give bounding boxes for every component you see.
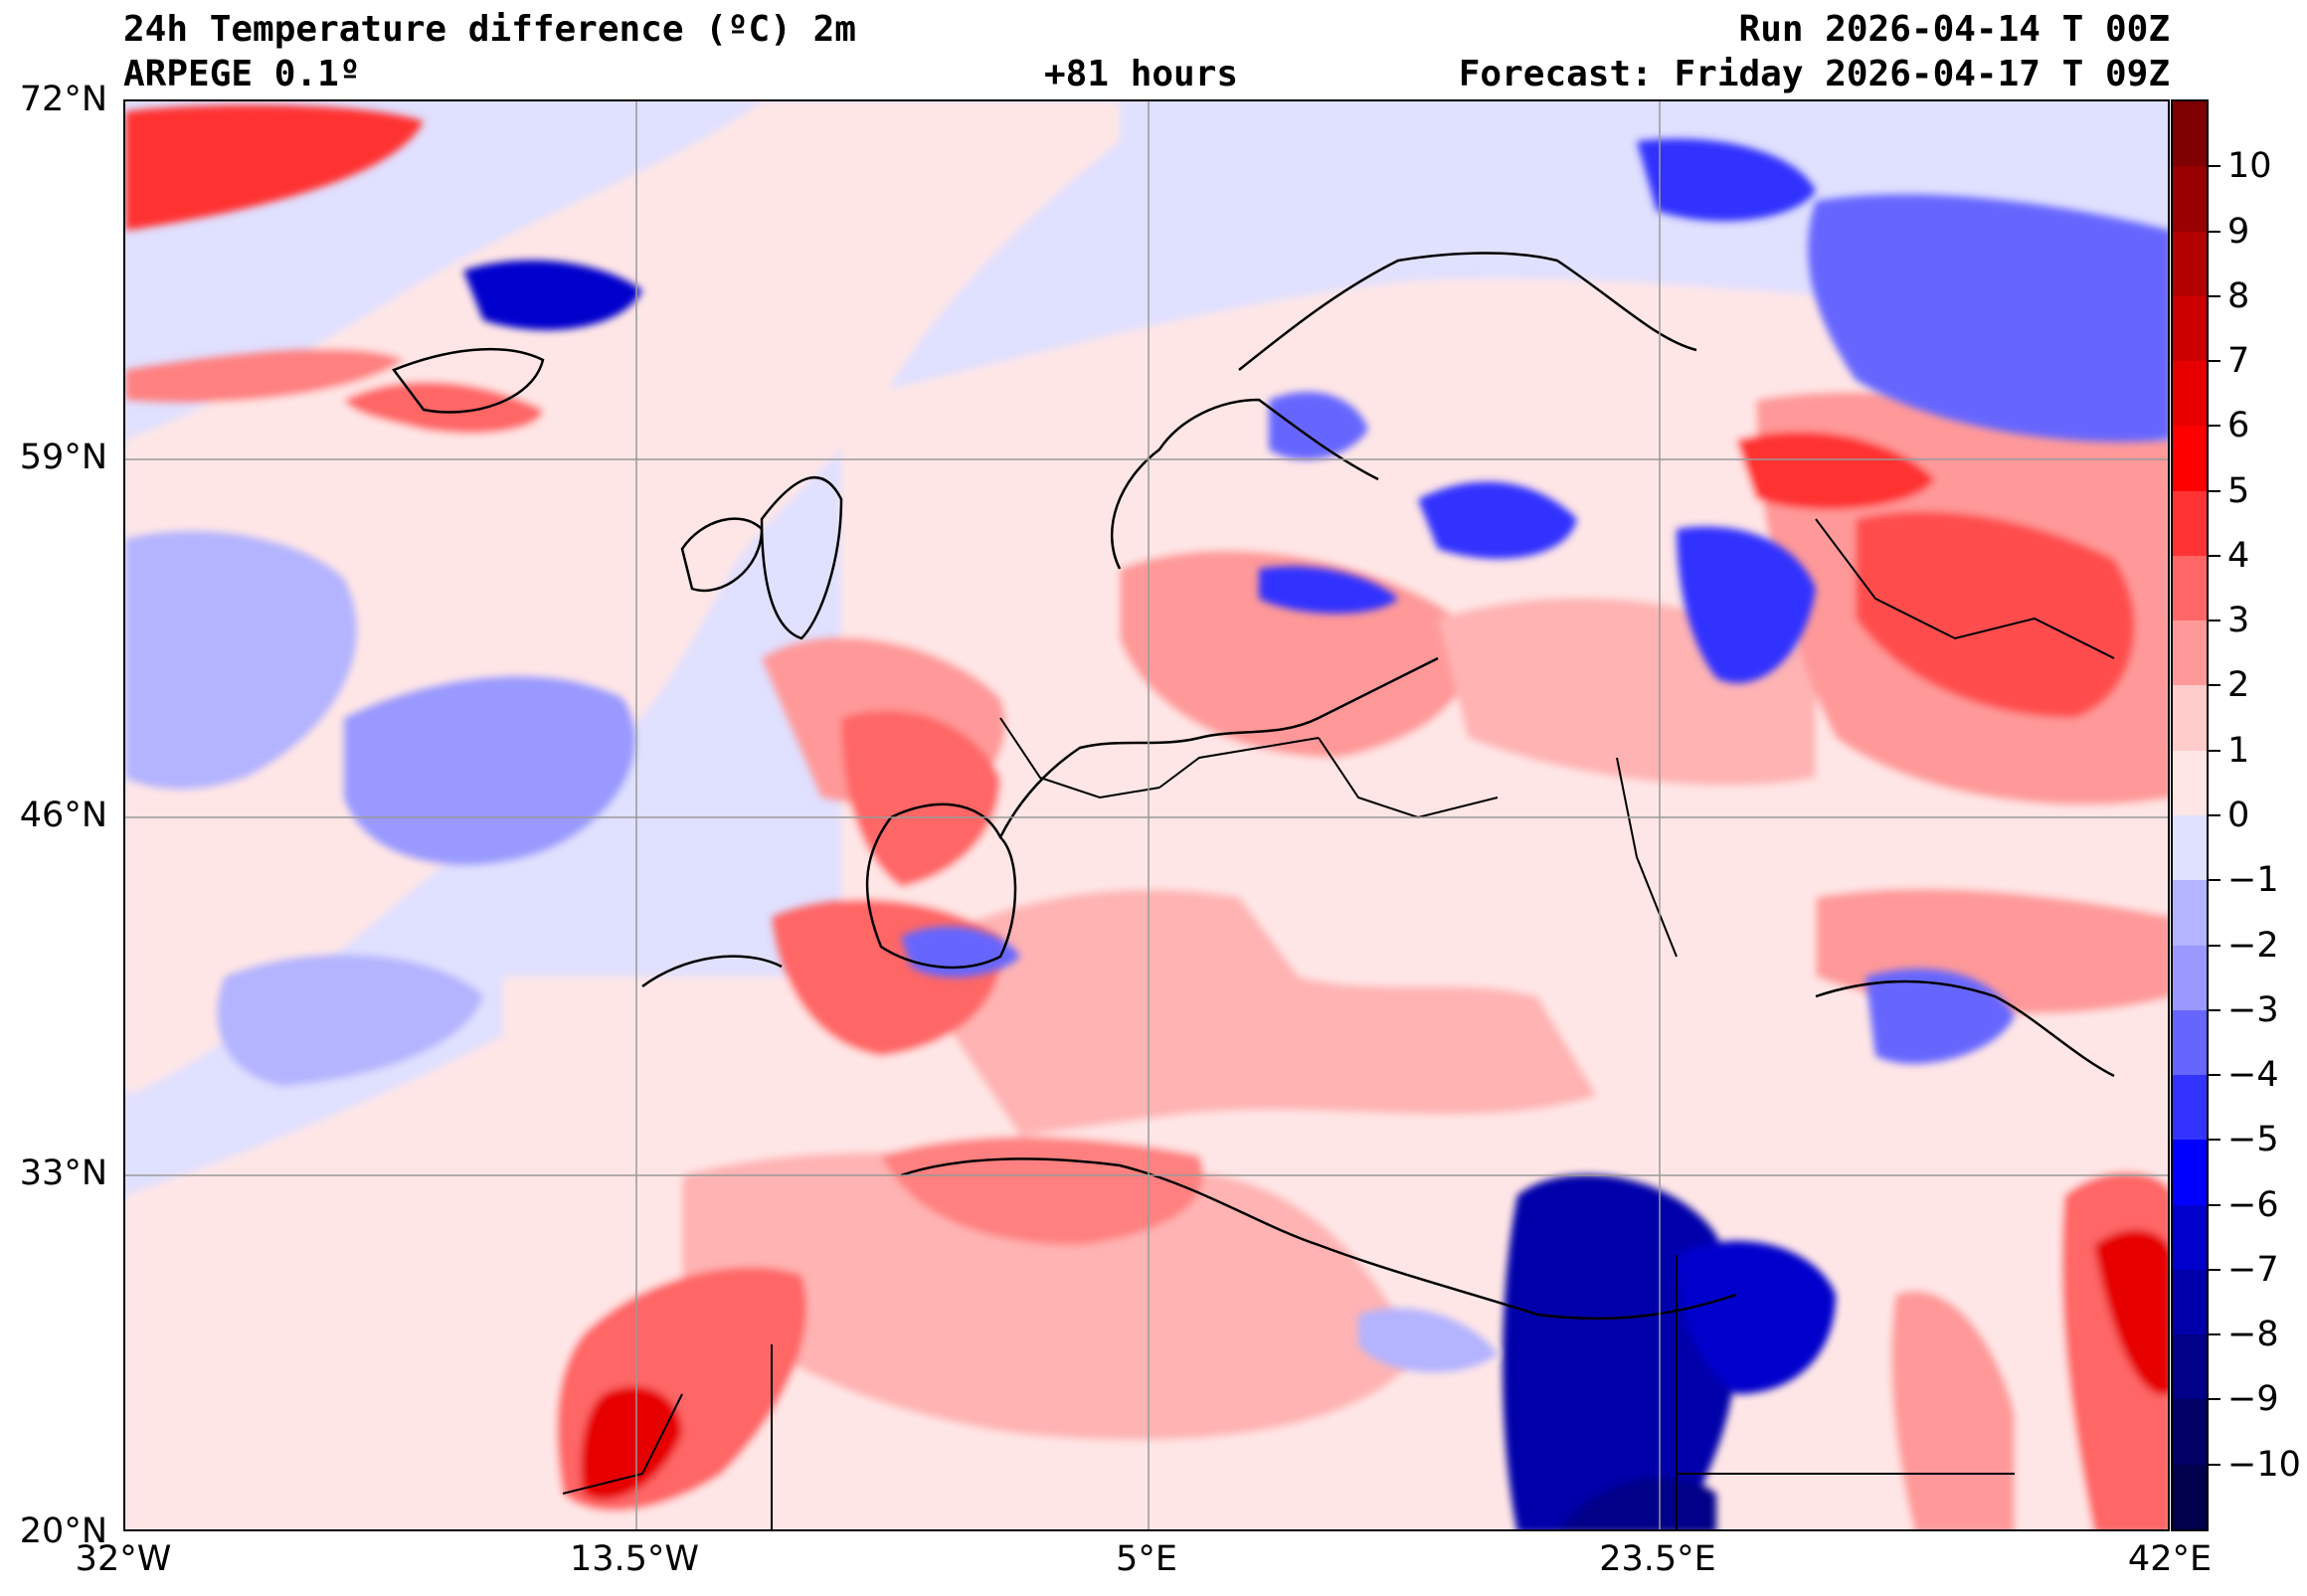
colorbar-label: −10 (2227, 1444, 2301, 1485)
colorbar-segment (2173, 1009, 2207, 1077)
map-title: 24h Temperature difference (ºC) 2m (123, 9, 856, 50)
colorbar-label: 1 (2227, 730, 2250, 771)
colorbar (2171, 99, 2209, 1531)
colorbar-label: −7 (2227, 1249, 2279, 1290)
coastlines (392, 252, 2115, 1321)
colorbar-segment (2173, 295, 2207, 363)
cold-anomaly-zones (125, 138, 2168, 1529)
colorbar-tick (2209, 684, 2220, 687)
colorbar-segment (2173, 426, 2207, 492)
lon-label-5e: 5°E (1116, 1539, 1177, 1579)
lat-label-20n: 20°N (19, 1511, 107, 1551)
colorbar-segment (2173, 1269, 2207, 1336)
colorbar-tick (2209, 554, 2220, 557)
colorbar-tick (2209, 620, 2220, 622)
lat-label-46n: 46°N (19, 796, 107, 835)
colorbar-segment (2173, 101, 2207, 168)
forecast-label: Forecast: Friday 2026-04-17 T 09Z (1458, 54, 2170, 94)
colorbar-label: 9 (2227, 211, 2250, 252)
graticule (125, 101, 2168, 1529)
colorbar-tick (2209, 814, 2220, 816)
colorbar-segment (2173, 945, 2207, 1011)
country-borders (562, 518, 2115, 1529)
colorbar-segment (2173, 166, 2207, 233)
colorbar-label: 4 (2227, 535, 2250, 576)
colorbar-tick (2209, 165, 2220, 168)
colorbar-segment (2173, 1140, 2207, 1206)
colorbar-label: −3 (2227, 989, 2279, 1030)
colorbar-segment (2173, 1075, 2207, 1142)
colorbar-segment (2173, 880, 2207, 947)
colorbar-tick (2209, 425, 2220, 428)
colorbar-label: 2 (2227, 665, 2250, 706)
colorbar-tick (2209, 360, 2220, 363)
colorbar-tick (2209, 1008, 2220, 1011)
colorbar-segment (2173, 815, 2207, 882)
colorbar-tick (2209, 1203, 2220, 1206)
colorbar-tick (2209, 944, 2220, 947)
colorbar-segment (2173, 685, 2207, 752)
colorbar-segment (2173, 555, 2207, 622)
colorbar-tick (2209, 1333, 2220, 1336)
colorbar-tick (2209, 1268, 2220, 1271)
colorbar-label: −4 (2227, 1055, 2279, 1096)
colorbar-segment (2173, 1464, 2207, 1529)
colorbar-segment (2173, 1334, 2207, 1401)
colorbar-segment (2173, 1399, 2207, 1466)
colorbar-label: 0 (2227, 796, 2250, 835)
colorbar-segment (2173, 490, 2207, 557)
lat-label-72n: 72°N (19, 80, 107, 119)
lon-label-23-5e: 23.5°E (1599, 1539, 1716, 1579)
colorbar-tick (2209, 294, 2220, 297)
colorbar-label: 6 (2227, 406, 2250, 446)
temperature-map (123, 99, 2170, 1531)
colorbar-label: 10 (2227, 146, 2272, 187)
lon-label-13-5w: 13.5°W (569, 1539, 700, 1579)
run-label: Run 2026-04-14 T 00Z (1738, 9, 2170, 50)
colorbar-label: 7 (2227, 341, 2250, 382)
colorbar-tick (2209, 1074, 2220, 1077)
lead-time-label: +81 hours (1044, 54, 1239, 94)
colorbar-tick (2209, 230, 2220, 233)
colorbar-label: −2 (2227, 925, 2279, 966)
colorbar-segment (2173, 1204, 2207, 1271)
colorbar-label: 3 (2227, 601, 2250, 641)
lon-label-42e: 42°E (2127, 1539, 2213, 1579)
map-canvas (125, 101, 2168, 1529)
colorbar-label: 8 (2227, 275, 2250, 316)
colorbar-label: −1 (2227, 860, 2279, 901)
colorbar-tick (2209, 489, 2220, 492)
colorbar-tick (2209, 1139, 2220, 1142)
lat-label-33n: 33°N (19, 1153, 107, 1193)
colorbar-tick (2209, 749, 2220, 752)
colorbar-tick (2209, 879, 2220, 882)
colorbar-label: 5 (2227, 470, 2250, 511)
colorbar-tick (2209, 1398, 2220, 1401)
model-label: ARPEGE 0.1º (123, 54, 361, 94)
colorbar-segment (2173, 231, 2207, 297)
lon-label-32w: 32°W (75, 1539, 172, 1579)
colorbar-label: −9 (2227, 1379, 2279, 1420)
colorbar-segment (2173, 621, 2207, 687)
lat-label-59n: 59°N (19, 438, 107, 477)
warm-anomaly-zones (125, 101, 2168, 1529)
colorbar-label: −8 (2227, 1315, 2279, 1355)
colorbar-label: −5 (2227, 1120, 2279, 1160)
colorbar-segment (2173, 361, 2207, 428)
colorbar-tick (2209, 1463, 2220, 1466)
colorbar-segment (2173, 750, 2207, 816)
colorbar-label: −6 (2227, 1184, 2279, 1225)
